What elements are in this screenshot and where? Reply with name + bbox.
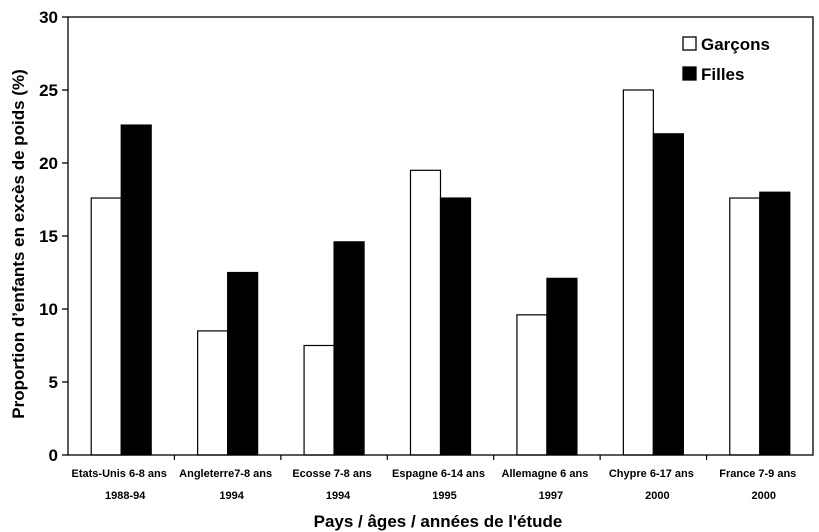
category-year-label: 1994 — [219, 490, 244, 502]
legend-swatch-garcons — [682, 36, 697, 51]
bars — [90, 89, 791, 456]
category-label: France 7-9 ans — [719, 468, 796, 480]
bar-garcons — [729, 197, 761, 456]
bar-garcons — [90, 197, 122, 456]
y-tick-label: 20 — [39, 154, 58, 173]
y-tick-label: 5 — [49, 373, 58, 392]
bar-filles — [546, 277, 578, 456]
bar-garcons — [622, 89, 654, 456]
legend-swatch-filles — [682, 66, 697, 81]
y-tick-label: 0 — [49, 446, 58, 465]
bar-filles — [759, 191, 791, 456]
bar-filles — [333, 241, 365, 456]
y-axis-ticks: 0 5 10 15 20 25 30 — [39, 8, 68, 465]
category-label: Chypre 6-17 ans — [609, 468, 694, 480]
bar-garcons — [197, 330, 229, 456]
bar-filles — [120, 124, 152, 456]
y-tick-label: 30 — [39, 8, 58, 27]
category-label: Allemagne 6 ans — [502, 468, 589, 480]
category-year-label: 1995 — [432, 490, 456, 502]
category-year-label: 1997 — [539, 490, 563, 502]
bar-garcons — [516, 314, 548, 456]
category-year-label: 2000 — [645, 490, 669, 502]
bar-filles — [439, 197, 472, 456]
x-axis-title: Pays / âges / années de l'étude — [314, 512, 563, 531]
y-tick-label: 10 — [39, 300, 58, 319]
legend-label-filles: Filles — [701, 65, 744, 84]
y-axis-title: Proportion d’enfants en excès de poids (… — [9, 69, 28, 419]
legend: Garçons Filles — [682, 35, 770, 84]
category-label: Espagne 6-14 ans — [392, 468, 485, 480]
category-year-label: 1988-94 — [105, 490, 146, 502]
category-label: Ecosse 7-8 ans — [292, 468, 372, 480]
legend-label-garcons: Garçons — [701, 35, 770, 54]
bar-garcons — [303, 344, 335, 456]
bar-filles — [227, 271, 259, 456]
bar-filles — [652, 133, 684, 456]
bar-garcons — [409, 169, 442, 456]
category-year-label: 2000 — [752, 490, 776, 502]
y-tick-label: 25 — [39, 81, 58, 100]
x-axis-category-labels: Etats-Unis 6-8 ans 1988-94 Angleterre7-8 a… — [72, 455, 796, 502]
category-label: Etats-Unis 6-8 ans — [72, 468, 167, 480]
category-label: Angleterre7-8 ans — [179, 468, 272, 480]
category-year-label: 1994 — [326, 490, 351, 502]
y-tick-label: 15 — [39, 227, 58, 246]
